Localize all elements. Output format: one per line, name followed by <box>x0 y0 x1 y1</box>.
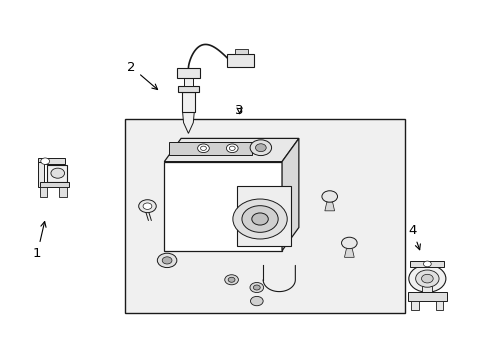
Circle shape <box>41 158 49 165</box>
Circle shape <box>143 203 152 210</box>
Text: 4: 4 <box>407 224 420 250</box>
Circle shape <box>321 191 337 202</box>
Circle shape <box>423 261 430 267</box>
Bar <box>39 162 44 187</box>
Circle shape <box>415 270 438 287</box>
Text: 1: 1 <box>33 221 46 260</box>
Bar <box>234 49 247 54</box>
Circle shape <box>51 168 64 178</box>
Bar <box>164 162 282 251</box>
Circle shape <box>200 146 206 150</box>
Bar <box>422 286 431 292</box>
Circle shape <box>242 206 278 232</box>
Bar <box>39 158 65 164</box>
Bar <box>176 68 200 78</box>
Polygon shape <box>164 138 298 162</box>
Circle shape <box>228 277 235 282</box>
Circle shape <box>162 257 172 264</box>
Bar <box>409 261 444 267</box>
Bar <box>435 301 443 310</box>
Circle shape <box>224 275 238 285</box>
Bar <box>183 78 193 86</box>
Text: 2: 2 <box>127 60 157 90</box>
Circle shape <box>250 296 263 306</box>
Circle shape <box>197 144 209 153</box>
Bar <box>125 119 405 313</box>
Bar <box>410 301 418 310</box>
Circle shape <box>253 285 260 290</box>
Text: 3: 3 <box>235 104 244 117</box>
Bar <box>40 187 47 197</box>
Circle shape <box>249 140 271 156</box>
Circle shape <box>341 237 356 249</box>
Circle shape <box>421 274 432 283</box>
Circle shape <box>226 144 238 153</box>
Circle shape <box>229 146 235 150</box>
Bar <box>59 187 66 197</box>
Circle shape <box>408 265 445 292</box>
Bar <box>407 292 446 301</box>
Bar <box>40 182 69 187</box>
Circle shape <box>157 253 177 267</box>
Circle shape <box>255 144 265 152</box>
Bar <box>178 86 199 92</box>
Circle shape <box>139 200 156 213</box>
Bar <box>182 92 195 112</box>
Circle shape <box>232 199 286 239</box>
Bar <box>227 54 254 67</box>
Polygon shape <box>282 138 298 251</box>
Polygon shape <box>182 112 194 134</box>
Bar <box>47 165 66 182</box>
Bar <box>169 142 251 155</box>
Polygon shape <box>344 249 353 257</box>
Circle shape <box>251 213 268 225</box>
Polygon shape <box>324 202 334 211</box>
Bar <box>237 186 291 246</box>
Circle shape <box>249 283 263 293</box>
